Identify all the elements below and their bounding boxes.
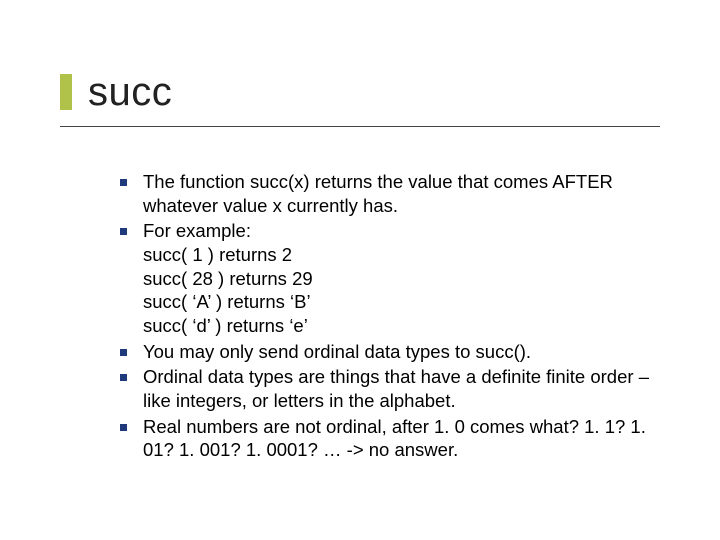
bullet-text: You may only send ordinal data types to … — [143, 340, 660, 364]
slide: succ The function succ(x) returns the va… — [0, 0, 720, 540]
bullet-line: Ordinal data types are things that have … — [143, 365, 660, 412]
bullet-text: For example: succ( 1 ) returns 2 succ( 2… — [143, 219, 660, 337]
bullet-text: The function succ(x) returns the value t… — [143, 170, 660, 217]
bullet-item: Real numbers are not ordinal, after 1. 0… — [120, 415, 660, 462]
bullet-marker-icon — [120, 179, 127, 186]
body-block: The function succ(x) returns the value t… — [120, 170, 660, 464]
bullet-line: You may only send ordinal data types to … — [143, 340, 660, 364]
bullet-marker-icon — [120, 374, 127, 381]
bullet-marker-icon — [120, 424, 127, 431]
title-accent-block — [60, 70, 74, 122]
bullet-text: Real numbers are not ordinal, after 1. 0… — [143, 415, 660, 462]
bullet-line: Real numbers are not ordinal, after 1. 0… — [143, 415, 660, 462]
title-underline — [60, 126, 660, 127]
bullet-line: succ( ‘A’ ) returns ‘B’ — [143, 290, 660, 314]
bullet-item: Ordinal data types are things that have … — [120, 365, 660, 412]
bullet-item: You may only send ordinal data types to … — [120, 340, 660, 364]
slide-title: succ — [88, 70, 172, 115]
bullet-line: succ( 1 ) returns 2 — [143, 243, 660, 267]
bullet-line: The function succ(x) returns the value t… — [143, 170, 660, 217]
bullet-item: For example: succ( 1 ) returns 2 succ( 2… — [120, 219, 660, 337]
bullet-item: The function succ(x) returns the value t… — [120, 170, 660, 217]
bullet-line: succ( ‘d’ ) returns ‘e’ — [143, 314, 660, 338]
bullet-line: For example: — [143, 219, 660, 243]
bullet-marker-icon — [120, 228, 127, 235]
bullet-line: succ( 28 ) returns 29 — [143, 267, 660, 291]
bullet-text: Ordinal data types are things that have … — [143, 365, 660, 412]
bullet-marker-icon — [120, 349, 127, 356]
